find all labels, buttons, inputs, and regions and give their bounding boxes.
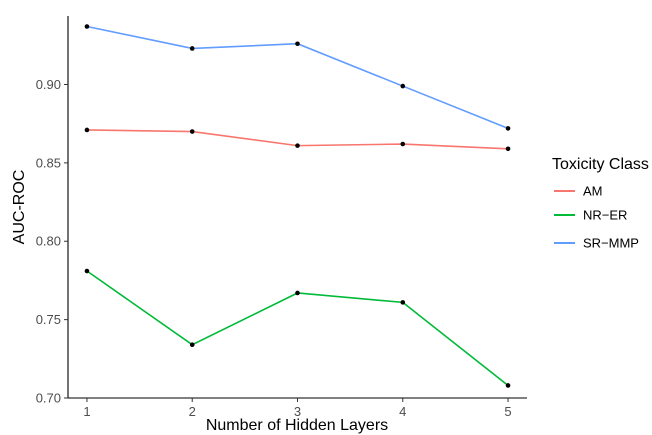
data-point bbox=[505, 146, 511, 152]
data-point bbox=[505, 383, 511, 388]
data-point bbox=[505, 126, 511, 131]
x-tick-label: 1 bbox=[83, 404, 90, 419]
legend-label: SR−MMP bbox=[583, 236, 639, 251]
x-axis-ticks: 1 2 3 4 5 bbox=[83, 398, 512, 419]
data-point bbox=[189, 342, 195, 348]
plot-points bbox=[84, 24, 511, 388]
x-axis-title: Number of Hidden Layers bbox=[206, 417, 388, 434]
x-tick-label: 2 bbox=[189, 404, 196, 419]
data-point bbox=[84, 24, 90, 29]
data-point bbox=[84, 127, 90, 133]
data-point bbox=[295, 290, 300, 296]
legend-title: Toxicity Class bbox=[552, 156, 649, 173]
data-point bbox=[400, 300, 406, 305]
x-tick-label: 5 bbox=[504, 404, 511, 419]
data-point bbox=[400, 141, 406, 147]
legend-label: NR−ER bbox=[583, 208, 627, 223]
data-point bbox=[400, 83, 406, 89]
data-point bbox=[295, 41, 300, 47]
x-tick-label: 3 bbox=[294, 404, 301, 419]
legend: Toxicity Class AM NR−ER SR−MMP bbox=[552, 156, 649, 251]
data-point bbox=[84, 268, 90, 274]
y-tick-label: 0.80 bbox=[36, 234, 61, 249]
y-tick-label: 0.85 bbox=[36, 155, 61, 170]
y-tick-label: 0.90 bbox=[36, 77, 61, 92]
y-axis-title: AUC-ROC bbox=[11, 170, 28, 245]
data-point bbox=[189, 46, 195, 51]
data-point bbox=[295, 143, 300, 148]
plot-lines bbox=[86, 25, 509, 387]
series-line-1 bbox=[86, 270, 509, 387]
y-tick-label: 0.75 bbox=[36, 312, 61, 327]
data-point bbox=[189, 129, 195, 134]
x-tick-label: 4 bbox=[399, 404, 406, 419]
y-tick-label: 0.70 bbox=[36, 391, 61, 406]
y-axis-ticks: 0.70 0.75 0.80 0.85 0.90 bbox=[36, 77, 68, 406]
legend-label: AM bbox=[583, 184, 603, 199]
